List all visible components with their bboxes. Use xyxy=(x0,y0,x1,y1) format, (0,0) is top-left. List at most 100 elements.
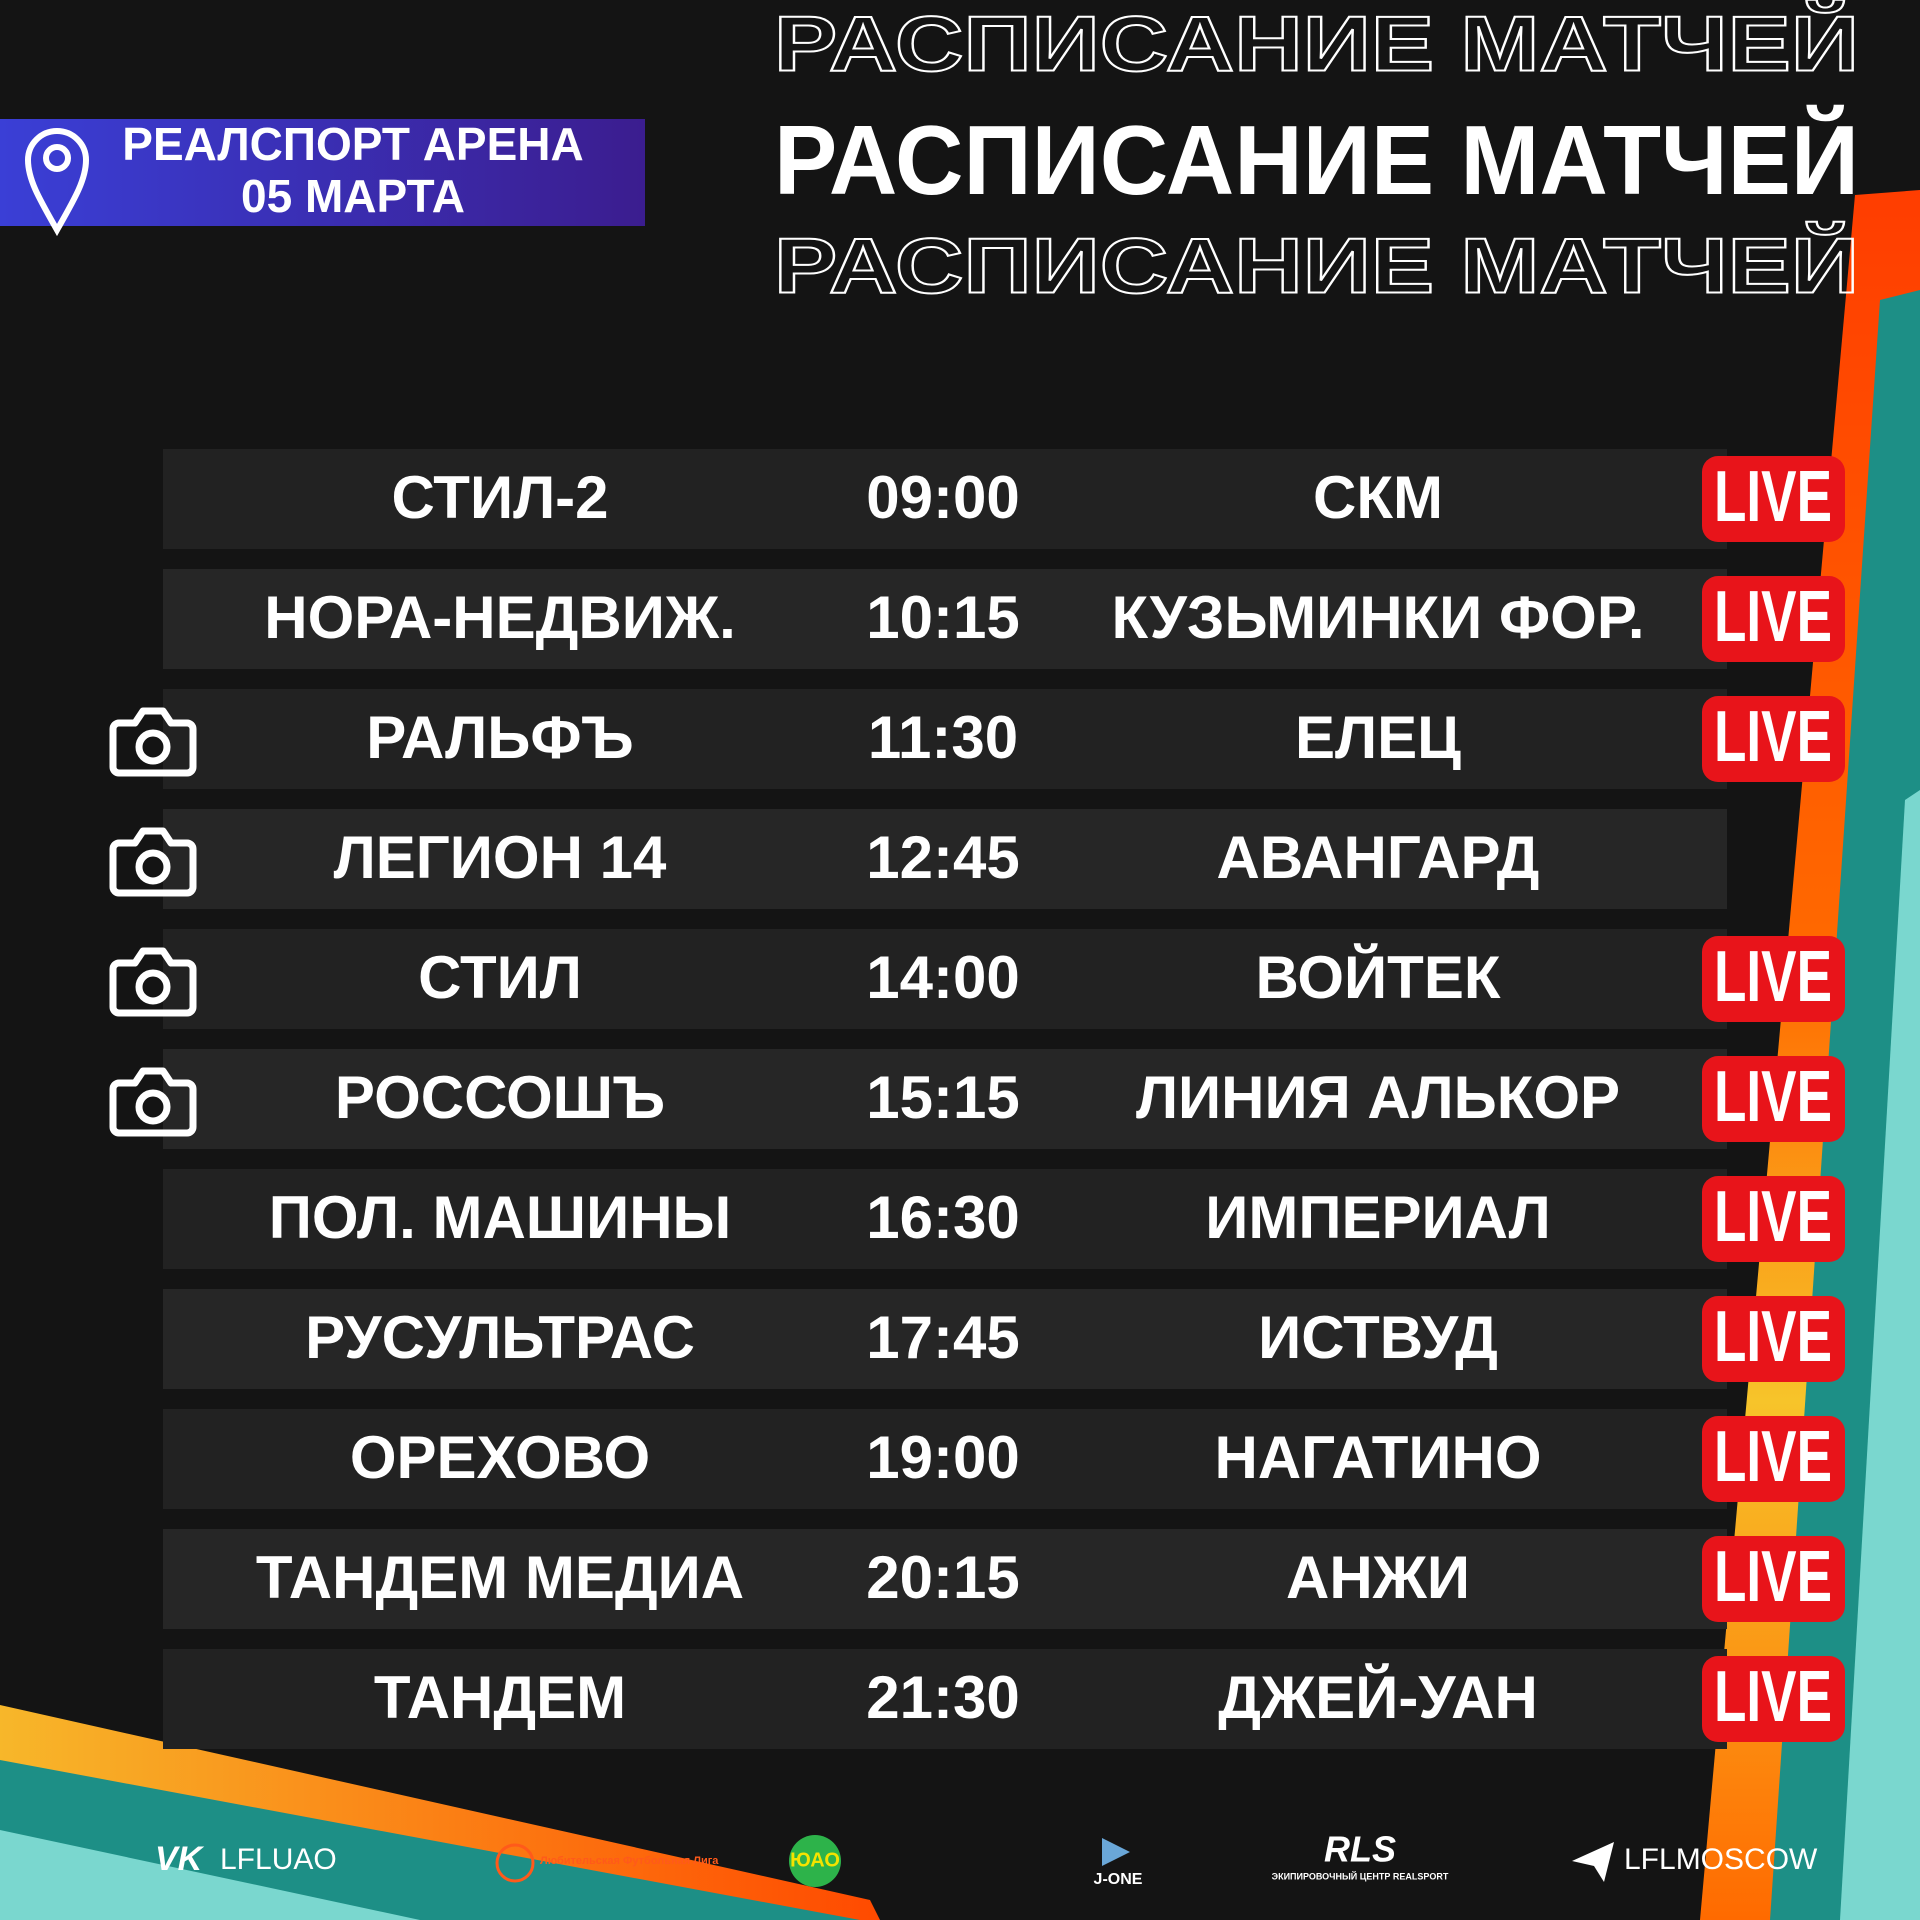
live-label: LIVE xyxy=(1714,457,1832,537)
title: РАСПИСАНИЕ МАТЧЕЙ xyxy=(774,105,1859,215)
match-time: 09:00 xyxy=(866,464,1019,531)
decor-stripe xyxy=(1840,790,1920,1920)
away-team: ИСТВУД xyxy=(1258,1304,1498,1371)
match-row: СТИЛ 14:00 ВОЙТЕК LIVE xyxy=(109,929,1845,1029)
home-team: ТАНДЕМ xyxy=(374,1664,626,1731)
match-row: ПОЛ. МАШИНЫ 16:30 ИМПЕРИАЛ LIVE xyxy=(163,1169,1845,1269)
row-background xyxy=(163,569,1727,669)
row-background xyxy=(163,1649,1727,1749)
title-outline: РАСПИСАНИЕ МАТЧЕЙ xyxy=(774,222,1859,310)
rls-sub: ЭКИПИРОВОЧНЫЙ ЦЕНТР REALSPORT xyxy=(1272,1870,1449,1881)
match-time: 14:00 xyxy=(866,944,1019,1011)
camera-body xyxy=(109,947,197,1017)
match-time: 20:15 xyxy=(866,1544,1019,1611)
away-team: ВОЙТЕК xyxy=(1256,944,1501,1011)
vk-icon: VK xyxy=(155,1840,205,1878)
date: 05 МАРТА xyxy=(241,170,465,222)
footer: VK LFLUAO Любительская Футбольная Лига Ю… xyxy=(155,1829,1818,1889)
live-label: LIVE xyxy=(1714,937,1832,1017)
live-badge xyxy=(1702,696,1845,782)
decor-stripe xyxy=(0,1830,420,1920)
live-badge xyxy=(1702,1536,1845,1622)
match-time: 12:45 xyxy=(866,824,1019,891)
home-team: ТАНДЕМ МЕДИА xyxy=(256,1544,744,1611)
live-badge xyxy=(1702,576,1845,662)
live-badge xyxy=(1702,1656,1845,1742)
away-team: СКМ xyxy=(1313,464,1443,531)
match-time: 17:45 xyxy=(866,1304,1019,1371)
title-outline: РАСПИСАНИЕ МАТЧЕЙ xyxy=(774,0,1859,88)
venue: РЕАЛСПОРТ АРЕНА xyxy=(122,118,583,170)
camera-lens xyxy=(135,729,171,765)
row-background xyxy=(163,1409,1727,1509)
row-background xyxy=(163,929,1727,1029)
venue-banner xyxy=(0,119,645,226)
live-label: LIVE xyxy=(1714,1537,1832,1617)
photo-icon xyxy=(109,947,197,1017)
uao-logo xyxy=(789,1835,841,1887)
match-row: ОРЕХОВО 19:00 НАГАТИНО LIVE xyxy=(163,1409,1845,1509)
match-row: РУСУЛЬТРАС 17:45 ИСТВУД LIVE xyxy=(163,1289,1845,1389)
match-time: 10:15 xyxy=(866,584,1019,651)
telegram-icon xyxy=(1572,1842,1614,1882)
row-background xyxy=(163,449,1727,549)
camera-lens xyxy=(135,969,171,1005)
match-time: 15:15 xyxy=(866,1064,1019,1131)
away-team: ЛИНИЯ АЛЬКОР xyxy=(1136,1064,1620,1131)
home-team: НОРА-НЕДВИЖ. xyxy=(264,584,736,651)
home-team: СТИЛ xyxy=(418,944,582,1011)
location-icon xyxy=(24,128,90,237)
row-background xyxy=(163,689,1727,789)
home-team: ЛЕГИОН 14 xyxy=(334,824,667,891)
live-label: LIVE xyxy=(1714,697,1832,777)
camera-lens xyxy=(135,849,171,885)
row-background xyxy=(163,1529,1727,1629)
location-icon xyxy=(43,144,71,172)
away-team: АВАНГАРД xyxy=(1217,824,1540,891)
home-team: РУСУЛЬТРАС xyxy=(305,1304,695,1371)
camera-body xyxy=(109,1067,197,1137)
live-label: LIVE xyxy=(1714,577,1832,657)
home-team: РАЛЬФЪ xyxy=(366,704,633,771)
away-team: НАГАТИНО xyxy=(1214,1424,1541,1491)
match-time: 21:30 xyxy=(866,1664,1019,1731)
league-name: Любительская Футбольная Лига xyxy=(540,1855,719,1867)
match-row: ТАНДЕМ МЕДИА 20:15 АНЖИ LIVE xyxy=(163,1529,1845,1629)
away-team: ИМПЕРИАЛ xyxy=(1205,1184,1551,1251)
match-row: РАЛЬФЪ 11:30 ЕЛЕЦ LIVE xyxy=(109,689,1845,789)
live-label: LIVE xyxy=(1714,1657,1832,1737)
league-logo xyxy=(495,1843,535,1883)
match-list: СТИЛ-2 09:00 СКМ LIVE НОРА-НЕДВИЖ. 10:15 КУЗЬМ… xyxy=(109,449,1845,1749)
photo-icon xyxy=(109,1067,197,1137)
match-row: ТАНДЕМ 21:30 ДЖЕЙ-УАН LIVE xyxy=(163,1649,1845,1749)
live-label: LIVE xyxy=(1714,1297,1832,1377)
home-team: РОССОШЪ xyxy=(335,1064,665,1131)
rls-label: RLS xyxy=(1324,1829,1396,1870)
row-background xyxy=(163,1049,1727,1149)
home-team: СТИЛ-2 xyxy=(391,464,608,531)
camera-lens xyxy=(135,1089,171,1125)
live-badge xyxy=(1702,1296,1845,1382)
away-team: КУЗЬМИНКИ ФОР. xyxy=(1111,584,1644,651)
match-time: 19:00 xyxy=(866,1424,1019,1491)
jone-label: J-ONE xyxy=(1094,1871,1143,1888)
away-team: ДЖЕЙ-УАН xyxy=(1218,1664,1538,1731)
live-badge xyxy=(1702,1416,1845,1502)
live-label: LIVE xyxy=(1714,1417,1832,1497)
jone-logo xyxy=(1102,1838,1130,1866)
live-badge xyxy=(1702,1056,1845,1142)
photo-icon xyxy=(109,827,197,897)
camera-body xyxy=(109,827,197,897)
away-team: АНЖИ xyxy=(1286,1544,1470,1611)
match-row: НОРА-НЕДВИЖ. 10:15 КУЗЬМИНКИ ФОР. LIVE xyxy=(163,569,1845,669)
live-badge xyxy=(1702,456,1845,542)
live-badge xyxy=(1702,1176,1845,1262)
match-row: СТИЛ-2 09:00 СКМ LIVE xyxy=(163,449,1845,549)
match-time: 11:30 xyxy=(868,704,1018,771)
telegram-handle: LFLMOSCOW xyxy=(1624,1843,1818,1876)
uao-label: ЮАО xyxy=(790,1849,840,1871)
live-label: LIVE xyxy=(1714,1057,1832,1137)
row-background xyxy=(163,809,1727,909)
row-background xyxy=(163,1169,1727,1269)
